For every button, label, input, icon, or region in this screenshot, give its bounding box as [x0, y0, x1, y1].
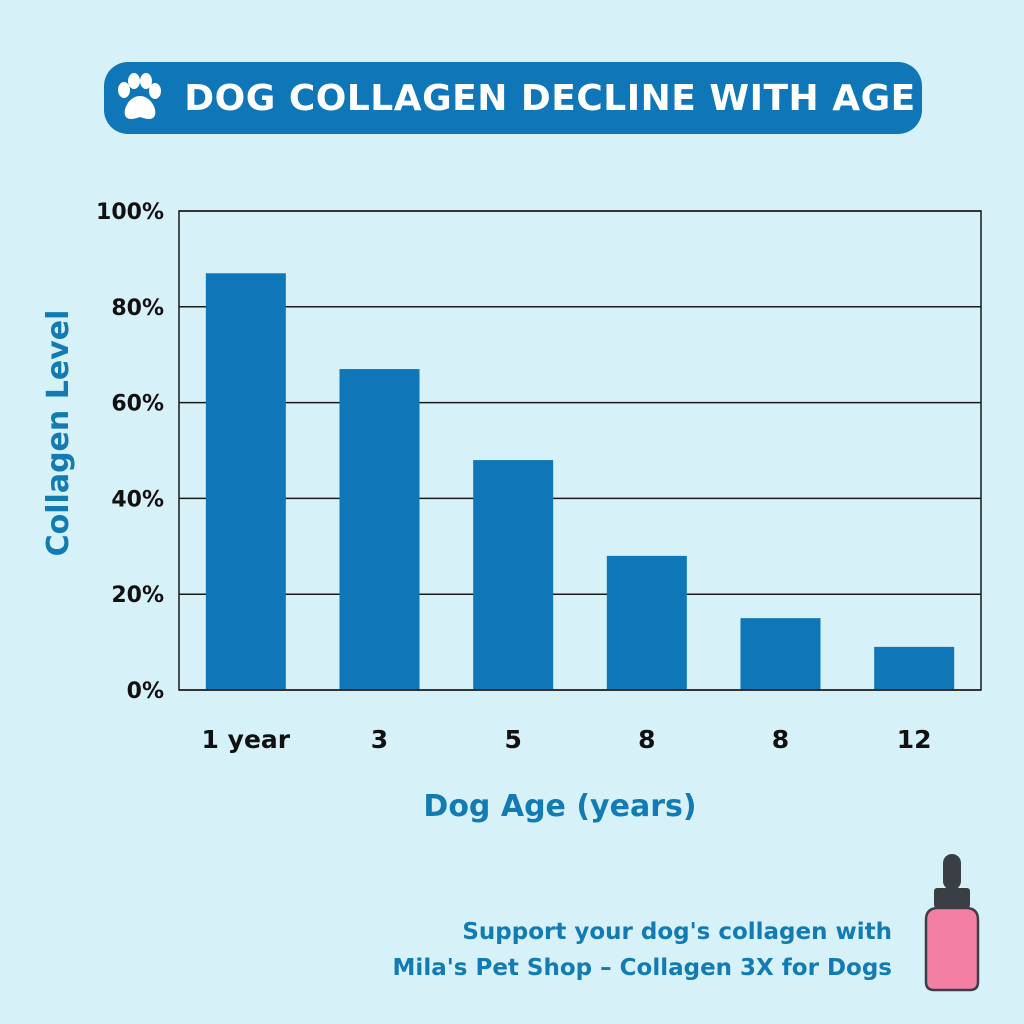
- promo-line-2: Mila's Pet Shop – Collagen 3X for Dogs: [392, 955, 892, 981]
- x-tick-label: 8: [638, 725, 655, 754]
- gridlines: [179, 210, 981, 691]
- paw-icon: [118, 73, 162, 119]
- y-tick-label: 100%: [96, 200, 164, 225]
- y-tick-label: 60%: [111, 392, 164, 417]
- y-axis-title: Collagen Level: [41, 310, 76, 557]
- x-axis-title: Dog Age (years): [423, 789, 696, 824]
- y-tick-label: 20%: [111, 583, 164, 608]
- bar: [740, 618, 821, 690]
- promo-footer: Support your dog's collagen with Mila's …: [393, 914, 892, 986]
- bars: [205, 273, 955, 690]
- y-tick-label: 0%: [127, 679, 164, 704]
- bar: [606, 555, 687, 690]
- plot-frame: [178, 210, 982, 691]
- bar: [874, 646, 955, 690]
- chart-title-banner: DOG COLLAGEN DECLINE WITH AGE: [104, 62, 922, 134]
- chart-title: DOG COLLAGEN DECLINE WITH AGE: [184, 77, 916, 119]
- x-tick-label: 8: [772, 725, 789, 754]
- y-tick-label: 40%: [111, 487, 164, 512]
- bar: [339, 369, 420, 690]
- x-tick-label: 5: [504, 725, 521, 754]
- x-axis-ticks: 1 year 3 5 8 8 12: [202, 725, 932, 754]
- bar: [205, 273, 286, 690]
- y-axis-ticks: 0% 20% 40% 60% 80% 100%: [96, 200, 164, 704]
- x-tick-label: 12: [897, 725, 932, 754]
- dropper-bottle-icon: [924, 854, 980, 992]
- y-tick-label: 80%: [111, 296, 164, 321]
- x-tick-label: 1 year: [202, 725, 291, 754]
- promo-line-1: Support your dog's collagen with: [462, 919, 892, 945]
- bar: [473, 460, 554, 690]
- x-tick-label: 3: [371, 725, 388, 754]
